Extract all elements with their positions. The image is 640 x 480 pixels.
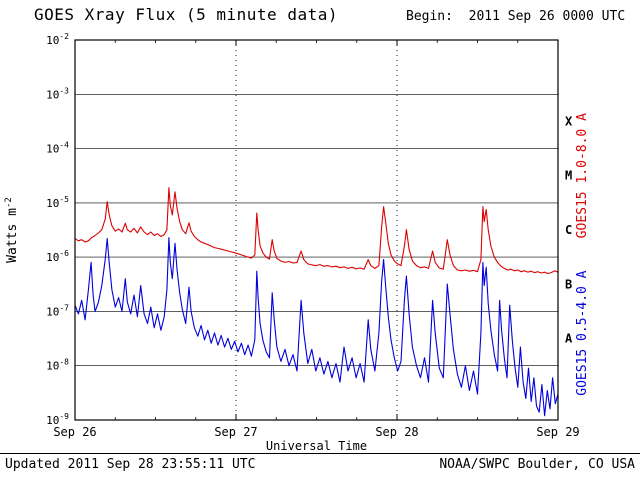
flare-class-label-C: C (565, 223, 572, 237)
axes (74, 39, 559, 421)
y-tick-label: 10-4 (46, 141, 69, 156)
flare-class-label-M: M (565, 169, 572, 183)
series-label-long: GOES15 1.0-8.0 A (575, 113, 590, 238)
credit-text: NOAA/SWPC Boulder, CO USA (439, 457, 635, 472)
updated-timestamp: Updated 2011 Sep 28 23:55:11 UTC (5, 457, 256, 472)
x-axis-title: Universal Time (266, 439, 367, 452)
footer-divider (0, 453, 640, 454)
flare-class-label-B: B (565, 277, 572, 291)
chart-title: GOES Xray Flux (5 minute data) (34, 5, 338, 24)
x-tick-label: Sep 29 (536, 425, 579, 439)
flare-class-label-A: A (565, 332, 573, 346)
gridlines (75, 40, 558, 420)
y-tick-label: 10-7 (46, 303, 69, 318)
plot-box (74, 39, 559, 421)
series-label-short: GOES15 0.5-4.0 A (575, 270, 590, 395)
y-tick-label: 10-8 (46, 358, 69, 373)
footer: Updated 2011 Sep 28 23:55:11 UTC NOAA/SW… (0, 457, 640, 472)
begin-timestamp: Begin: 2011 Sep 26 0000 UTC (406, 9, 626, 24)
y-axis-title: Watts m-2 (4, 197, 20, 263)
x-tick-label: Sep 26 (53, 425, 96, 439)
long-wavelength-series (74, 187, 559, 275)
y-tick-label: 10-6 (46, 249, 69, 264)
short-wavelength-series (74, 236, 559, 417)
data-series (74, 187, 559, 417)
y-tick-label: 10-5 (46, 195, 69, 210)
x-tick-label: Sep 28 (375, 425, 418, 439)
x-tick-label: Sep 27 (214, 425, 257, 439)
y-tick-label: 10-9 (46, 412, 69, 427)
flare-class-label-X: X (565, 114, 573, 128)
y-tick-label: 10-2 (46, 32, 69, 47)
y-tick-label: 10-3 (46, 86, 69, 101)
